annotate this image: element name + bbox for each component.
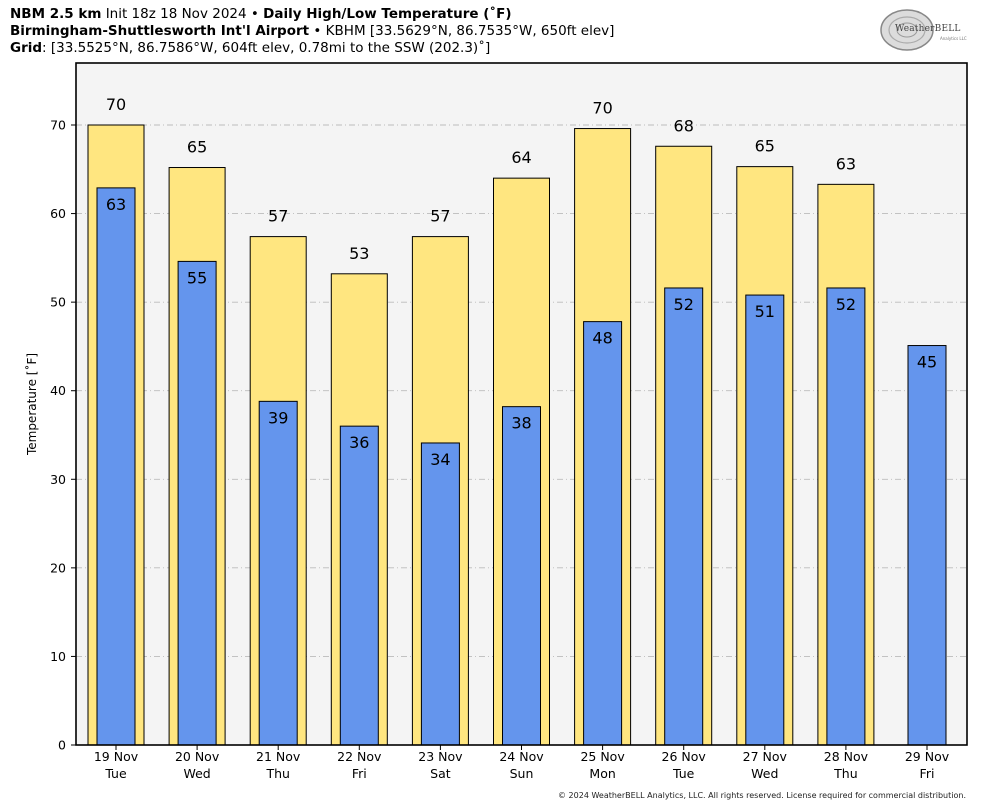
y-tick-label: 50: [50, 295, 66, 310]
x-tick-label-day: Wed: [751, 766, 778, 781]
y-tick-label: 70: [50, 118, 66, 133]
y-axis: 0 10 20 30 40 50 60 70: [50, 118, 76, 753]
x-tick-label-day: Fri: [920, 766, 935, 781]
x-tick-label-day: Tue: [104, 766, 127, 781]
y-tick-label: 20: [50, 560, 66, 575]
x-tick-label-date: 20 Nov: [175, 749, 220, 764]
low-temp-bar: [826, 287, 866, 746]
chart-title: Daily High/Low Temperature (˚F): [263, 6, 512, 22]
low-temp-bar: [420, 442, 460, 746]
y-tick-label: 0: [58, 738, 66, 753]
low-temp-bar: [907, 345, 947, 746]
x-tick-label-day: Thu: [833, 766, 857, 781]
copyright-footer: © 2024 WeatherBELL Analytics, LLC. All r…: [558, 791, 966, 800]
low-temp-bar: [664, 287, 704, 746]
y-tick-label: 40: [50, 383, 66, 398]
low-temp-label: 45: [917, 353, 937, 372]
y-tick-label: 30: [50, 472, 66, 487]
x-tick-label-date: 27 Nov: [743, 749, 788, 764]
high-temp-label: 68: [674, 116, 694, 135]
low-temp-label: 38: [511, 414, 531, 433]
chart-header: NBM 2.5 km Init 18z 18 Nov 2024 • Daily …: [10, 6, 614, 57]
low-temp-bar: [583, 321, 623, 746]
weatherbell-logo: [880, 9, 934, 51]
value-labels: 70 63 65 55 57 39 53 36 57 34 64 38 70 48 68 52 65 51 63 52…: [106, 95, 937, 469]
high-temp-label: 57: [268, 207, 288, 226]
bars: [87, 124, 947, 746]
separator: •: [313, 23, 322, 39]
x-tick-label-date: 25 Nov: [580, 749, 625, 764]
x-tick-label-date: 22 Nov: [337, 749, 382, 764]
logo-text: WeatherBELL: [895, 24, 961, 34]
x-tick-label-day: Tue: [672, 766, 695, 781]
x-axis: 19 Nov Tue 20 Nov Wed 21 Nov Thu 22 Nov Fri 23 N…: [94, 745, 950, 781]
station-name: Birmingham-Shuttlesworth Int'l Airport: [10, 23, 310, 39]
x-tick-label-date: 23 Nov: [418, 749, 463, 764]
x-tick-label-date: 28 Nov: [824, 749, 869, 764]
x-tick-label-day: Wed: [183, 766, 210, 781]
low-temp-label: 48: [592, 329, 612, 348]
low-temp-bar: [745, 294, 785, 746]
low-temp-bar: [258, 400, 298, 746]
low-temp-label: 39: [268, 408, 288, 427]
low-temp-bar: [177, 260, 217, 746]
high-temp-label: 53: [349, 244, 369, 263]
high-temp-label: 70: [592, 99, 612, 118]
x-tick-label-day: Mon: [589, 766, 615, 781]
low-temp-label: 52: [674, 295, 694, 314]
logo-subtext: Analytics LLC: [940, 36, 967, 41]
header-line-1: NBM 2.5 km Init 18z 18 Nov 2024 • Daily …: [10, 6, 614, 23]
x-tick-label-date: 29 Nov: [905, 749, 950, 764]
x-tick-label-date: 24 Nov: [499, 749, 544, 764]
low-temp-bar: [502, 406, 541, 746]
x-tick-label-date: 21 Nov: [256, 749, 301, 764]
low-temp-bar: [339, 425, 379, 746]
grid-info: : [33.5525°N, 86.7586°W, 604ft elev, 0.7…: [42, 40, 491, 56]
low-temp-label: 63: [106, 195, 126, 214]
station-info: KBHM [33.5629°N, 86.7535°W, 650ft elev]: [325, 23, 615, 39]
header-line-3: Grid: [33.5525°N, 86.7586°W, 604ft elev,…: [10, 40, 614, 57]
low-temp-bar: [96, 187, 136, 746]
low-temp-label: 55: [187, 268, 207, 287]
init-time: Init 18z 18 Nov 2024: [105, 6, 247, 22]
y-axis-label: Temperature [˚F]: [24, 353, 39, 456]
low-temp-label: 36: [349, 433, 369, 452]
high-temp-label: 65: [755, 137, 775, 156]
x-tick-label-day: Sat: [430, 766, 451, 781]
low-temp-label: 51: [755, 302, 775, 321]
x-tick-label-date: 26 Nov: [662, 749, 707, 764]
high-temp-label: 65: [187, 138, 207, 157]
x-tick-label-date: 19 Nov: [94, 749, 139, 764]
x-tick-label-day: Fri: [352, 766, 367, 781]
x-tick-label-day: Thu: [265, 766, 289, 781]
header-line-2: Birmingham-Shuttlesworth Int'l Airport •…: [10, 23, 614, 40]
separator: •: [250, 6, 259, 22]
low-temp-label: 52: [836, 295, 856, 314]
low-temp-label: 34: [430, 450, 450, 469]
high-temp-label: 64: [511, 148, 531, 167]
high-temp-label: 70: [106, 95, 126, 114]
x-tick-label-day: Sun: [510, 766, 534, 781]
y-tick-label: 60: [50, 206, 66, 221]
model-name: NBM 2.5 km: [10, 6, 102, 22]
grid-label: Grid: [10, 40, 43, 56]
high-temp-label: 63: [836, 154, 856, 173]
y-tick-label: 10: [50, 649, 66, 664]
high-temp-label: 57: [430, 207, 450, 226]
